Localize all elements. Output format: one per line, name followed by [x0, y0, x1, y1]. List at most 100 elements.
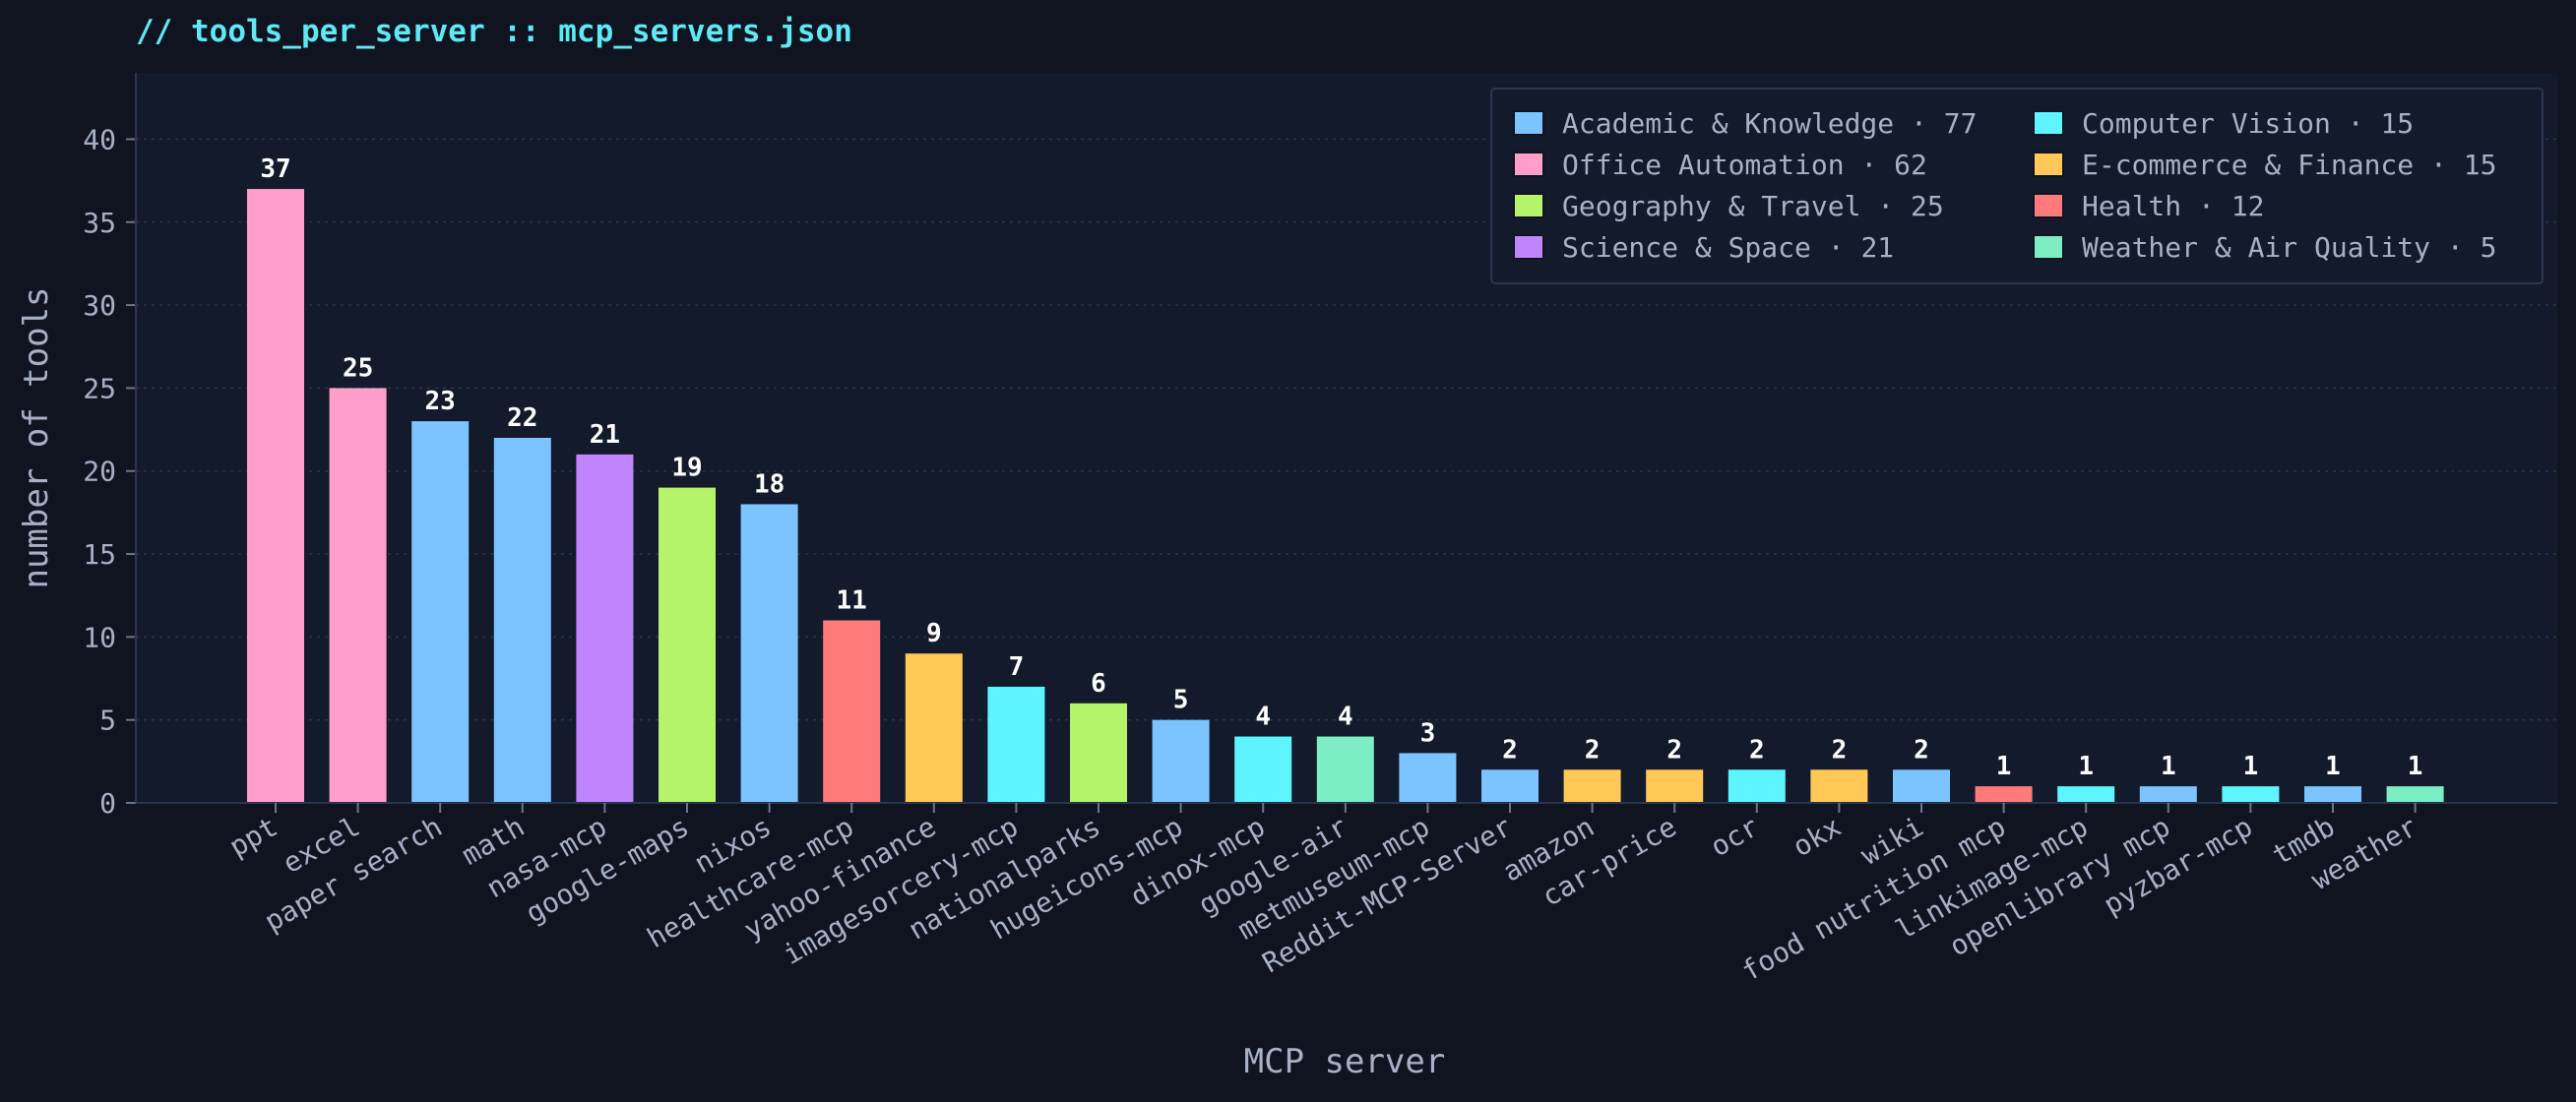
bar-value-label: 37: [260, 154, 290, 184]
bar: [2222, 786, 2280, 803]
legend-entry: E-commerce & Finance · 15: [2082, 149, 2496, 181]
bar: [823, 620, 881, 803]
bar: [576, 454, 634, 803]
legend-entry: Weather & Air Quality · 5: [2082, 231, 2496, 264]
legend-entry: Health · 12: [2082, 190, 2264, 222]
y-tick-label: 15: [83, 538, 116, 571]
x-tick-label: okx: [1788, 810, 1847, 863]
bar: [1563, 769, 1621, 803]
legend-box: [1490, 88, 2544, 284]
legend-swatch: [1513, 110, 1544, 136]
legend-swatch: [2033, 234, 2064, 260]
legend-swatch: [2033, 152, 2064, 177]
bars-group: [247, 189, 2444, 803]
legend-separator: ·: [2181, 190, 2231, 222]
bar-value-label: 9: [926, 619, 942, 648]
legend-swatch: [2033, 193, 2064, 218]
bar-value-label: 11: [837, 586, 867, 616]
legend-total: 77: [1944, 107, 1978, 140]
bar: [329, 388, 387, 803]
y-tick-label: 30: [83, 289, 116, 322]
legend-total: 15: [2380, 107, 2414, 140]
bar-value-label: 25: [343, 353, 373, 383]
y-tick-label: 40: [83, 123, 116, 155]
legend-entry: Office Automation · 62: [1562, 149, 1927, 181]
bar: [1975, 786, 2033, 803]
bar: [1070, 703, 1127, 803]
legend-total: 15: [2464, 149, 2497, 181]
legend-total: 12: [2231, 190, 2265, 222]
bar: [659, 487, 716, 803]
legend-swatch: [2033, 110, 2064, 136]
legend-total: 62: [1894, 149, 1927, 181]
bar-value-label: 2: [1914, 735, 1929, 765]
bar: [1316, 736, 1374, 803]
bar-value-label: 1: [2161, 752, 2176, 781]
bar-value-label: 4: [1338, 703, 1353, 732]
bar-value-label: 2: [1502, 735, 1518, 765]
bar-value-label: 2: [1832, 735, 1848, 765]
bar-value-label: 18: [754, 469, 785, 499]
bar: [411, 421, 470, 803]
legend-name: Health: [2082, 190, 2181, 222]
bar: [1646, 769, 1704, 803]
legend-separator: ·: [1894, 107, 1944, 140]
legend-total: 21: [1860, 231, 1894, 264]
legend: Academic & Knowledge · 77 Office Automati…: [1490, 88, 2544, 284]
bar: [1893, 769, 1950, 803]
legend-separator: ·: [1845, 149, 1895, 181]
bar-value-label: 5: [1173, 686, 1189, 715]
legend-name: Science & Space: [1562, 231, 1811, 264]
legend-separator: ·: [2331, 107, 2381, 140]
legend-separator: ·: [1860, 190, 1911, 222]
legend-swatch: [1513, 193, 1544, 218]
legend-total: 5: [2481, 231, 2497, 264]
bar: [987, 686, 1045, 803]
bar: [1481, 769, 1539, 803]
legend-separator: ·: [1811, 231, 1861, 264]
bar-value-label: 1: [2078, 752, 2094, 781]
bar-value-label: 1: [1996, 752, 2012, 781]
legend-entry: Academic & Knowledge · 77: [1562, 107, 1977, 140]
bar-value-label: 1: [2325, 752, 2341, 781]
legend-name: Academic & Knowledge: [1562, 107, 1894, 140]
legend-entry: Geography & Travel · 25: [1562, 190, 1944, 222]
legend-entry: Computer Vision · 15: [2082, 107, 2414, 140]
bar: [2304, 786, 2361, 803]
legend-entry: Science & Space · 21: [1562, 231, 1894, 264]
bar-value-label: 3: [1420, 718, 1436, 748]
bar-value-label: 6: [1091, 669, 1106, 699]
legend-name: Weather & Air Quality: [2082, 231, 2430, 264]
legend-name: Computer Vision: [2082, 107, 2331, 140]
bar-value-label: 21: [590, 420, 620, 450]
y-tick-label: 35: [83, 207, 116, 239]
bar: [905, 653, 963, 803]
legend-separator: ·: [2430, 231, 2481, 264]
bar: [740, 504, 798, 803]
y-tick-label: 20: [83, 456, 116, 488]
bar: [1810, 769, 1868, 803]
legend-swatch: [1513, 234, 1544, 260]
x-tick-label: ocr: [1705, 810, 1764, 863]
legend-name: Office Automation: [1562, 149, 1845, 181]
bar-value-label: 19: [671, 454, 702, 483]
bar: [1152, 719, 1210, 803]
y-tick-label: 25: [83, 372, 116, 404]
bar: [1399, 753, 1457, 803]
bar-value-label: 1: [2243, 752, 2259, 781]
legend-swatch: [1513, 152, 1544, 177]
y-axis-title: number of tools: [17, 286, 56, 588]
legend-total: 25: [1911, 190, 1944, 222]
legend-name: Geography & Travel: [1562, 190, 1860, 222]
legend-name: E-commerce & Finance: [2082, 149, 2414, 181]
bar-value-label: 1: [2408, 752, 2423, 781]
y-tick-label: 0: [99, 787, 116, 820]
bar-value-label: 2: [1585, 735, 1601, 765]
bar: [2139, 786, 2197, 803]
y-tick-label: 10: [83, 621, 116, 653]
y-tick-label: 5: [99, 704, 116, 737]
